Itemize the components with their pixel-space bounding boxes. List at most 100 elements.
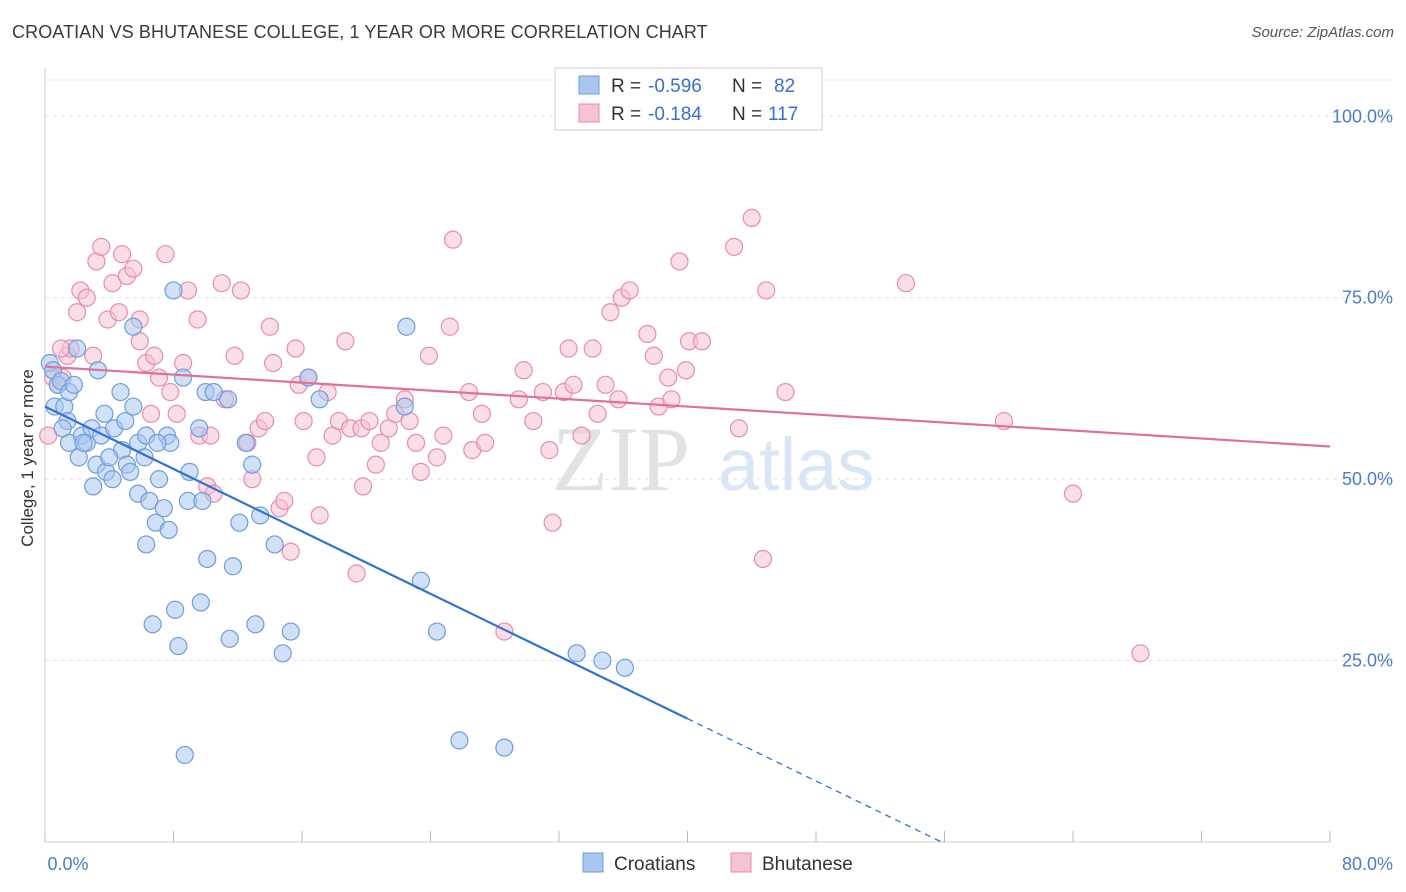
- croatians-point: [137, 535, 156, 554]
- bhutanese-point: [307, 448, 326, 467]
- bhutanese-point: [440, 317, 459, 336]
- bhutanese-point: [757, 281, 776, 300]
- croatians-point: [567, 644, 586, 663]
- bhutanese-point: [644, 346, 663, 365]
- croatians-point: [281, 622, 300, 641]
- bhutanese-point: [583, 339, 602, 358]
- grid-lines: [45, 79, 1392, 662]
- bottom-legend-croatians: Croatians: [614, 854, 695, 875]
- croatians-point: [103, 470, 122, 489]
- legend: R = -0.596 N = 82 R = -0.184 N = 117: [554, 67, 823, 131]
- axes: [44, 68, 1331, 843]
- bhutanese-point: [776, 382, 795, 402]
- bhutanese-point: [472, 404, 491, 423]
- legend-r-value-bhutanese: -0.184: [648, 104, 702, 125]
- croatians-point: [193, 491, 212, 511]
- croatians-point: [204, 382, 223, 402]
- bhutanese-point: [434, 426, 453, 445]
- bhutanese-point: [572, 426, 591, 445]
- bhutanese-point: [676, 361, 695, 380]
- croatians-point: [95, 404, 114, 423]
- bhutanese-point: [588, 404, 607, 423]
- legend-r-value-croatians: -0.596: [648, 76, 702, 97]
- croatians-point: [265, 535, 284, 554]
- bhutanese-point: [281, 542, 300, 561]
- bhutanese-point: [112, 245, 132, 264]
- y-axis-label: College, 1 year or more: [18, 369, 37, 547]
- croatians-point: [68, 339, 87, 358]
- bhutanese-point: [360, 411, 379, 431]
- bhutanese-point: [263, 353, 283, 373]
- croatians-point: [223, 557, 243, 576]
- croatians-point: [124, 397, 143, 416]
- bhutanese-point: [231, 281, 251, 300]
- legend-swatch-croatians: [578, 75, 600, 95]
- croatians-point: [124, 317, 143, 336]
- bhutanese-point: [353, 477, 373, 496]
- bhutanese-point: [601, 303, 620, 322]
- bhutanese-point: [51, 339, 71, 358]
- croatians-point: [246, 615, 265, 634]
- bhutanese-point: [77, 288, 96, 307]
- bottom-legend-swatch-croatians: [582, 852, 604, 873]
- bhutanese-point: [188, 310, 207, 329]
- legend-r-label-bhutanese: R =: [611, 104, 641, 125]
- bhutanese-point: [103, 274, 122, 293]
- bhutanese-point: [524, 411, 543, 431]
- bhutanese-point: [476, 433, 495, 452]
- trend-lines: [44, 365, 1331, 845]
- bhutanese-point: [260, 317, 279, 336]
- bhutanese-trend-line: [44, 365, 1331, 448]
- watermark-zip: ZIP: [552, 408, 690, 510]
- croatians-point: [427, 622, 447, 641]
- bhutanese-point: [124, 259, 143, 278]
- bhutanese-point: [729, 419, 749, 438]
- legend-swatch-bhutanese: [578, 103, 600, 123]
- croatians-point: [230, 513, 249, 532]
- croatians-point: [169, 636, 188, 656]
- bhutanese-point: [275, 491, 294, 511]
- x-tick-label: 0.0%: [47, 854, 88, 874]
- bhutanese-point: [39, 426, 58, 445]
- croatians-point: [84, 477, 103, 496]
- croatians-point: [164, 281, 183, 300]
- bhutanese-point: [564, 375, 583, 394]
- croatians-point: [251, 506, 270, 525]
- croatians-point: [143, 615, 162, 634]
- bhutanese-point: [670, 252, 689, 271]
- croatians-point: [140, 491, 159, 511]
- y-tick-label: 100.0%: [1332, 106, 1393, 126]
- croatians-point: [220, 629, 239, 648]
- croatians-point: [397, 317, 416, 336]
- croatians-trend-line: [44, 405, 688, 720]
- bhutanese-point: [406, 433, 426, 452]
- croatians-point: [175, 745, 194, 765]
- bhutanese-point: [443, 230, 463, 249]
- croatians-point: [219, 390, 238, 409]
- bhutanese-point: [724, 237, 744, 257]
- bhutanese-point: [753, 549, 773, 569]
- croatians-point: [121, 462, 140, 481]
- bottom-legend: Croatians Bhutanese: [582, 852, 853, 875]
- bhutanese-point: [559, 339, 578, 358]
- croatians-point: [310, 390, 329, 409]
- croatians-point: [149, 470, 169, 489]
- bhutanese-point: [336, 332, 355, 351]
- bhutanese-point: [742, 208, 761, 227]
- bhutanese-point: [371, 433, 390, 452]
- bhutanese-point: [225, 346, 244, 365]
- bhutanese-point: [310, 506, 329, 525]
- croatians-point: [593, 651, 612, 670]
- bhutanese-point: [212, 274, 231, 293]
- bhutanese-point: [620, 281, 639, 300]
- croatians-point: [111, 382, 130, 402]
- bhutanese-point: [514, 361, 533, 380]
- y-tick-label: 50.0%: [1342, 469, 1393, 489]
- croatians-point: [273, 644, 292, 663]
- croatians-point: [166, 600, 185, 619]
- bhutanese-point: [659, 368, 678, 387]
- croatians-point: [395, 397, 414, 416]
- bhutanese-point: [109, 303, 128, 322]
- bhutanese-point: [1063, 484, 1083, 503]
